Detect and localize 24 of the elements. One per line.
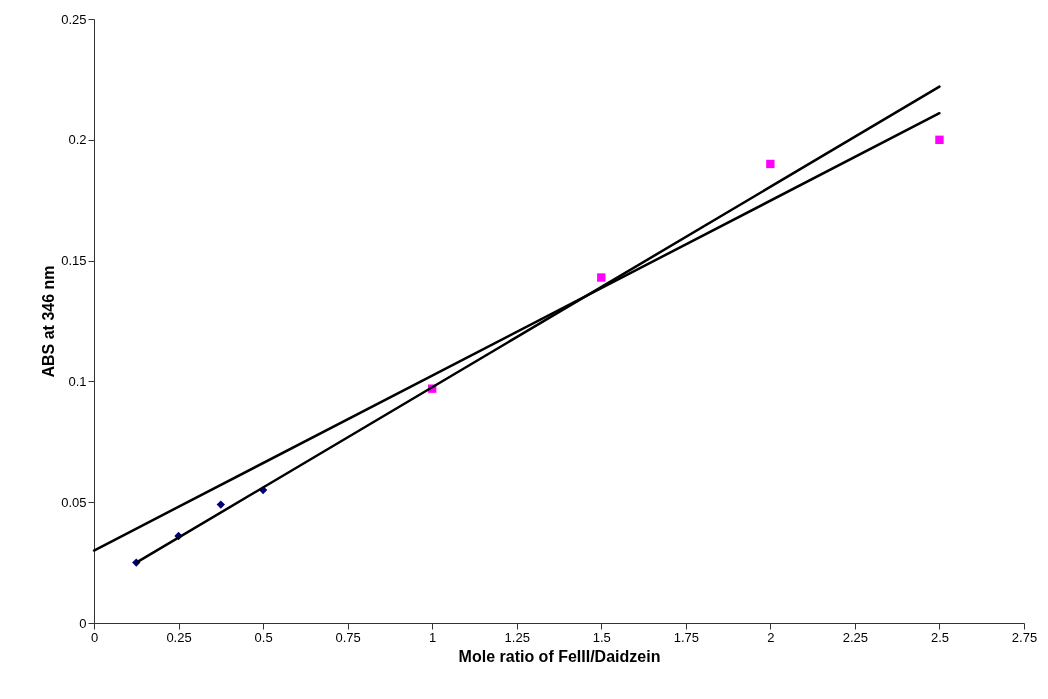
x-tick-label: 0 <box>90 629 99 645</box>
y-axis-title: ABS at 346 nm <box>40 265 58 378</box>
x-axis-title: Mole ratio of FeIII/Daidzein <box>458 647 661 665</box>
x-tick-label: 1.5 <box>592 629 611 645</box>
x-tick-label: 1.25 <box>504 629 530 645</box>
point <box>597 273 606 282</box>
y-tick-label: 0 <box>79 615 87 631</box>
y-tick-label: 0.15 <box>61 253 87 269</box>
x-tick-label: 2.25 <box>842 629 869 645</box>
x-tick-label: 2 <box>767 629 775 645</box>
x-tick-label: 0.75 <box>335 629 361 645</box>
x-tick-label: 2.5 <box>930 629 949 645</box>
point <box>935 135 944 144</box>
x-tick-label: 1 <box>429 629 437 645</box>
point <box>216 500 225 509</box>
y-tick-label: 0.05 <box>61 494 87 510</box>
y-tick-label: 0.25 <box>61 11 87 27</box>
x-tick-label: 0.5 <box>254 629 273 645</box>
point <box>766 159 775 169</box>
x-tick-label: 0.25 <box>166 629 192 645</box>
y-tick-label: 0.1 <box>68 373 87 389</box>
x-tick-label: 2.75 <box>1011 629 1038 645</box>
x-tick-label: 1.75 <box>673 629 699 645</box>
y-tick-label: 0.2 <box>68 132 87 148</box>
